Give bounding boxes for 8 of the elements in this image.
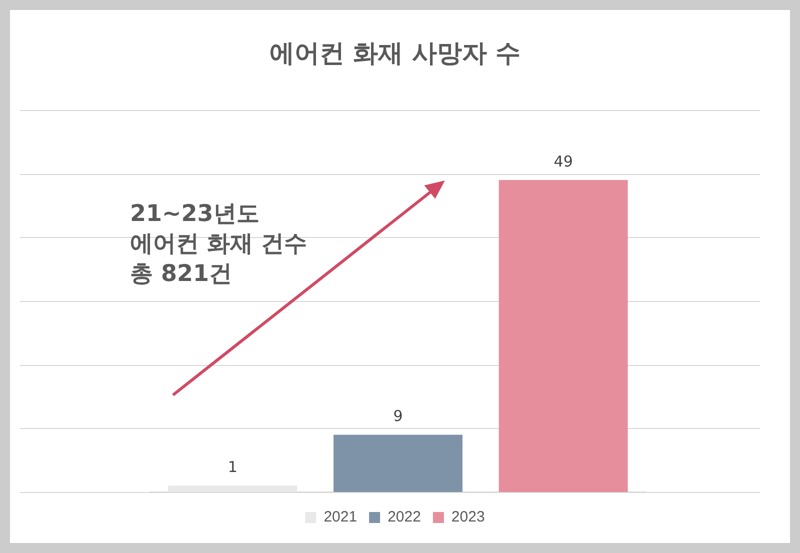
data-label: 49 xyxy=(554,152,573,170)
legend-label: 2022 xyxy=(388,508,421,526)
data-label: 1 xyxy=(228,458,238,476)
legend-label: 2021 xyxy=(324,508,358,526)
legend-label: 2023 xyxy=(451,508,485,526)
chart-title: 에어컨 화재 사망자 수 xyxy=(269,38,521,68)
annotation: 21~23년도 에어컨 화재 건수 총 821건 xyxy=(130,200,308,287)
data-label: 9 xyxy=(393,407,403,426)
